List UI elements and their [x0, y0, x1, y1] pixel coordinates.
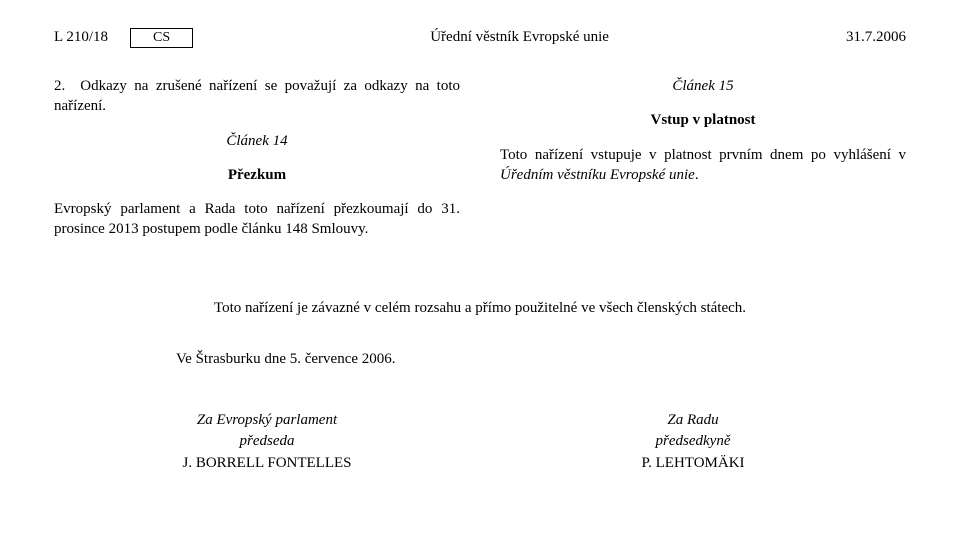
sign-left-line2: předseda	[54, 431, 480, 453]
running-header: L 210/18 CS Úřední věstník Evropské unie…	[54, 28, 906, 48]
right-column: Článek 15 Vstup v platnost Toto nařízení…	[500, 76, 906, 254]
sign-left-name: J. BORRELL FONTELLES	[54, 453, 480, 475]
journal-name: Úřední věstník Evropské unie	[193, 29, 846, 46]
body-columns: 2. Odkazy na zrušené nařízení se považuj…	[54, 76, 906, 254]
binding-statement: Toto nařízení je závazné v celém rozsahu…	[54, 300, 906, 317]
para-entry-into-force: Toto nařízení vstupuje v platnost prvním…	[500, 145, 906, 186]
page-reference: L 210/18	[54, 29, 108, 46]
entry-prefix: Toto nařízení vstupuje v platnost prvním…	[500, 147, 906, 163]
sign-right-line2: předsedkyně	[480, 431, 906, 453]
header-left: L 210/18 CS	[54, 28, 193, 48]
entry-suffix: .	[695, 167, 699, 183]
signatures-row: Za Evropský parlament předseda J. BORREL…	[54, 410, 906, 475]
sign-right-line1: Za Radu	[480, 410, 906, 432]
article-14-subtitle: Přezkum	[54, 165, 460, 185]
left-column: 2. Odkazy na zrušené nařízení se považuj…	[54, 76, 460, 254]
article-15-subtitle: Vstup v platnost	[500, 110, 906, 130]
article-14-title: Článek 14	[54, 131, 460, 151]
sign-right-name: P. LEHTOMÄKI	[480, 453, 906, 475]
header-date: 31.7.2006	[846, 29, 906, 46]
sign-left-line1: Za Evropský parlament	[54, 410, 480, 432]
para-repealed-references: 2. Odkazy na zrušené nařízení se považuj…	[54, 76, 460, 117]
article-15-title: Článek 15	[500, 76, 906, 96]
language-code-box: CS	[130, 28, 193, 48]
journal-name-italic: Úředním věstníku Evropské unie	[500, 167, 695, 183]
place-and-date: Ve Štrasburku dne 5. července 2006.	[176, 351, 906, 368]
signature-council: Za Radu předsedkyně P. LEHTOMÄKI	[480, 410, 906, 475]
para-review: Evropský parlament a Rada toto nařízení …	[54, 199, 460, 240]
signature-parliament: Za Evropský parlament předseda J. BORREL…	[54, 410, 480, 475]
